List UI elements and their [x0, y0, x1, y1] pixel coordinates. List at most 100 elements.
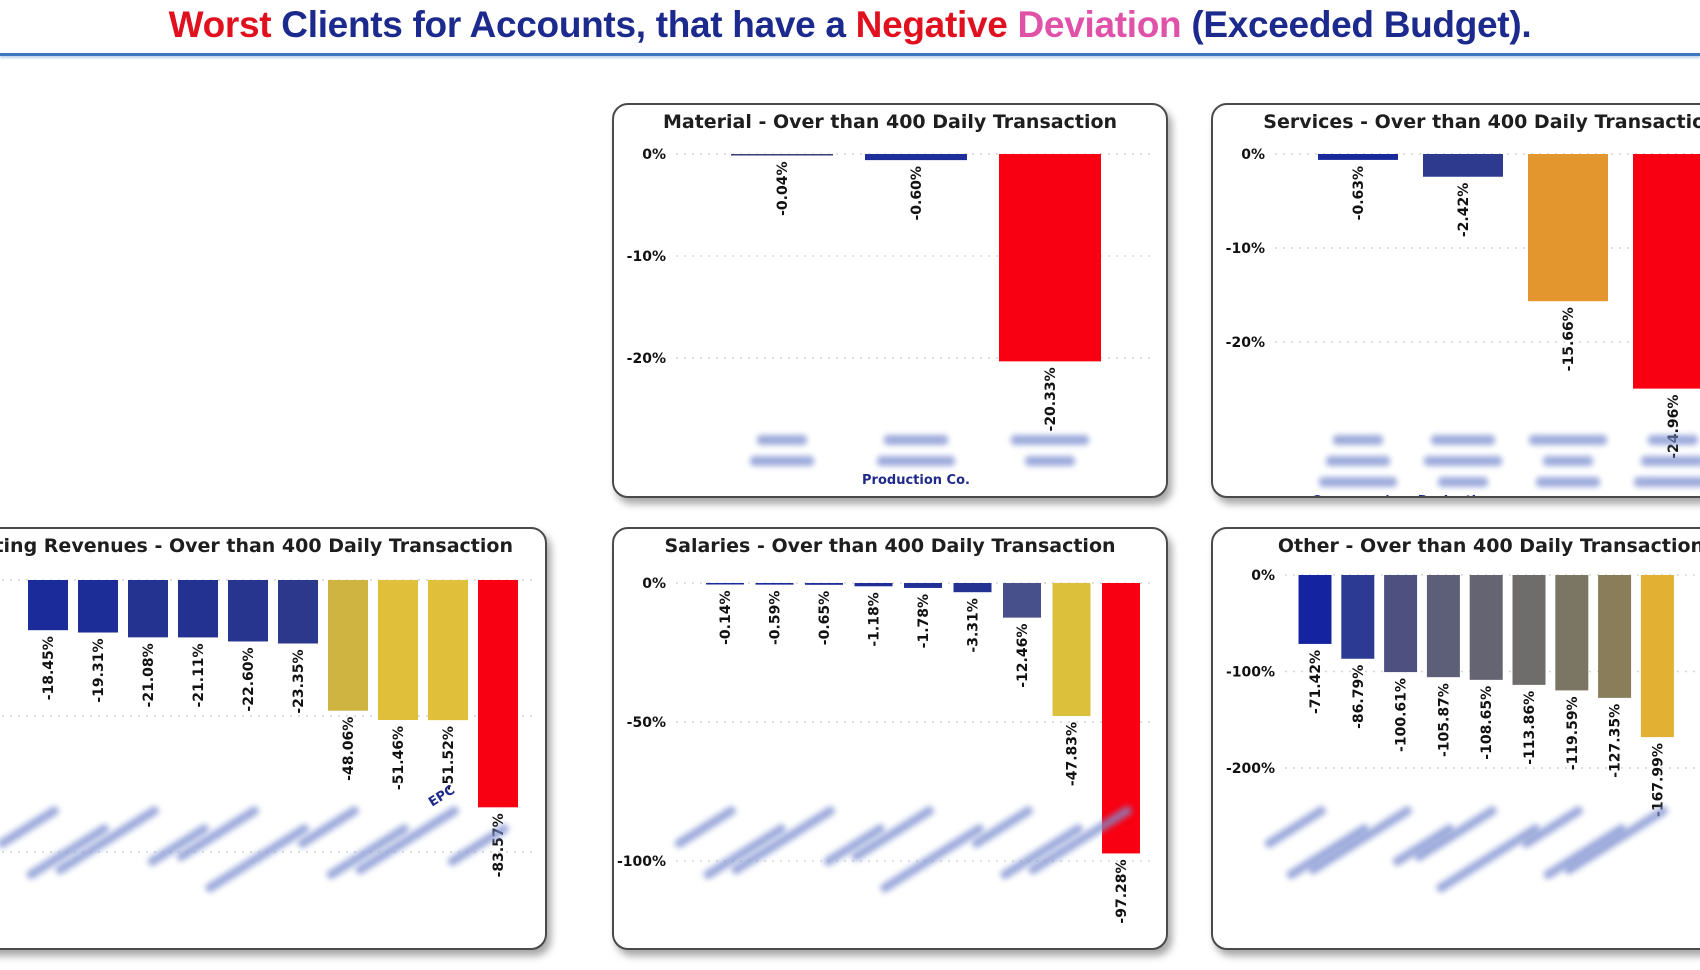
bar[interactable] — [999, 154, 1101, 362]
category-label: Company (... — [1311, 494, 1404, 496]
value-label: -0.60% — [909, 166, 925, 220]
title-negative: Negative — [855, 4, 1008, 45]
category-label-blurred — [1543, 456, 1593, 466]
y-tick-label: -100% — [617, 854, 666, 870]
value-label: -0.59% — [768, 591, 784, 645]
bar[interactable] — [278, 580, 318, 644]
category-label: Derivative... — [1418, 494, 1509, 496]
y-tick-label: 0% — [642, 147, 666, 163]
value-label: -1.78% — [916, 594, 932, 648]
bar[interactable] — [805, 583, 843, 585]
category-label-blurred — [1333, 435, 1383, 445]
bar[interactable] — [1318, 154, 1398, 160]
bar[interactable] — [378, 580, 418, 720]
value-label: -21.11% — [191, 643, 207, 707]
bar[interactable] — [1298, 575, 1332, 644]
chart-services[interactable]: Services - Over than 400 Daily Transacti… — [1211, 103, 1700, 498]
bar[interactable] — [904, 583, 942, 588]
chart-material[interactable]: Material - Over than 400 Daily Transacti… — [612, 103, 1168, 498]
y-tick-label: -10% — [627, 249, 666, 265]
y-tick-label: -50% — [627, 715, 666, 731]
chart-salaries[interactable]: Salaries - Over than 400 Daily Transacti… — [612, 527, 1168, 950]
value-label: -20.33% — [1043, 367, 1059, 431]
y-tick-label: 0% — [1251, 568, 1275, 584]
bar[interactable] — [1633, 154, 1700, 389]
value-label: -22.60% — [241, 647, 257, 711]
bar[interactable] — [1384, 575, 1418, 673]
value-label: -48.06% — [341, 717, 357, 781]
category-label-blurred — [877, 456, 955, 466]
category-label-blurred — [1641, 456, 1700, 466]
value-label: -86.79% — [1351, 665, 1367, 729]
value-label: -24.96% — [1666, 395, 1682, 459]
y-tick-label: 0% — [642, 576, 666, 592]
bar[interactable] — [953, 583, 992, 593]
value-label: -12.46% — [1015, 624, 1031, 688]
value-label: -0.14% — [718, 591, 734, 645]
bar[interactable] — [731, 154, 833, 156]
bar[interactable] — [428, 580, 468, 721]
title-exceeded-budget: (Exceeded Budget). — [1181, 4, 1532, 45]
value-label: -21.08% — [141, 643, 157, 707]
category-label-blurred — [1326, 456, 1390, 466]
y-tick-label: -20% — [1226, 335, 1265, 351]
value-label: -1.18% — [867, 592, 883, 646]
y-tick-label: -100% — [1226, 665, 1275, 681]
category-label-blurred — [1025, 456, 1075, 466]
bar[interactable] — [1528, 154, 1608, 302]
bar[interactable] — [755, 583, 794, 585]
bar[interactable] — [1052, 583, 1091, 716]
value-label: -3.31% — [966, 598, 982, 652]
bar[interactable] — [1003, 583, 1041, 618]
value-label: -18.45% — [41, 636, 57, 700]
chart-title: Material - Over than 400 Daily Transacti… — [662, 111, 1118, 133]
category-label-blurred — [1529, 435, 1607, 445]
bar[interactable] — [228, 580, 268, 642]
chart-other[interactable]: Other - Over than 400 Daily Transaction … — [1211, 527, 1700, 950]
chart-plot: 0% -10% -20% -0.63% -2.42% -15.66% -24.96% — [1226, 147, 1700, 459]
title-deviation: Deviation — [1007, 4, 1182, 45]
value-label: -167.99% — [1650, 743, 1666, 817]
value-label: -15.66% — [1561, 307, 1577, 371]
category-label-blurred — [884, 435, 948, 445]
bar[interactable] — [1341, 575, 1375, 659]
value-label: -71.42% — [1308, 650, 1324, 714]
chart-title: Other - Over than 400 Daily Transaction — [1277, 535, 1700, 557]
category-label-blurred — [1011, 435, 1089, 445]
bar[interactable] — [1512, 575, 1546, 685]
value-label: -0.04% — [775, 162, 791, 216]
bar[interactable] — [78, 580, 118, 633]
category-label-blurred — [750, 456, 814, 466]
category-label-blurred — [1438, 477, 1488, 487]
value-label: -97.28% — [1114, 859, 1130, 923]
bar[interactable] — [128, 580, 168, 638]
bar[interactable] — [1640, 575, 1674, 738]
bar[interactable] — [1426, 575, 1460, 678]
value-label: -51.52% — [441, 726, 457, 790]
page-title: Worst Clients for Accounts, that have a … — [0, 0, 1700, 52]
bar[interactable] — [28, 580, 68, 631]
y-tick-label: -10% — [1226, 241, 1265, 257]
category-label-blurred — [1536, 477, 1600, 487]
value-label: -100.61% — [1394, 678, 1410, 752]
bar[interactable] — [1555, 575, 1589, 691]
value-label: -119.59% — [1565, 696, 1581, 770]
bar[interactable] — [865, 154, 967, 161]
bar[interactable] — [1598, 575, 1632, 698]
bar[interactable] — [328, 580, 368, 711]
chart-title: Contracting Revenues - Over than 400 Dai… — [0, 535, 513, 557]
bar[interactable] — [478, 580, 518, 808]
value-label: -108.65% — [1479, 686, 1495, 760]
value-label: -105.87% — [1436, 683, 1452, 757]
bar[interactable] — [854, 583, 893, 587]
chart-contracting-revenues[interactable]: Contracting Revenues - Over than 400 Dai… — [0, 527, 547, 950]
value-label: -113.86% — [1522, 691, 1538, 765]
title-worst: Worst — [168, 4, 272, 45]
bar[interactable] — [1469, 575, 1503, 680]
bar[interactable] — [1423, 154, 1503, 177]
value-label: -51.46% — [391, 726, 407, 790]
chart-title: Salaries - Over than 400 Daily Transacti… — [664, 535, 1116, 557]
bar[interactable] — [706, 583, 744, 585]
value-label: -127.35% — [1608, 704, 1624, 778]
bar[interactable] — [178, 580, 218, 638]
